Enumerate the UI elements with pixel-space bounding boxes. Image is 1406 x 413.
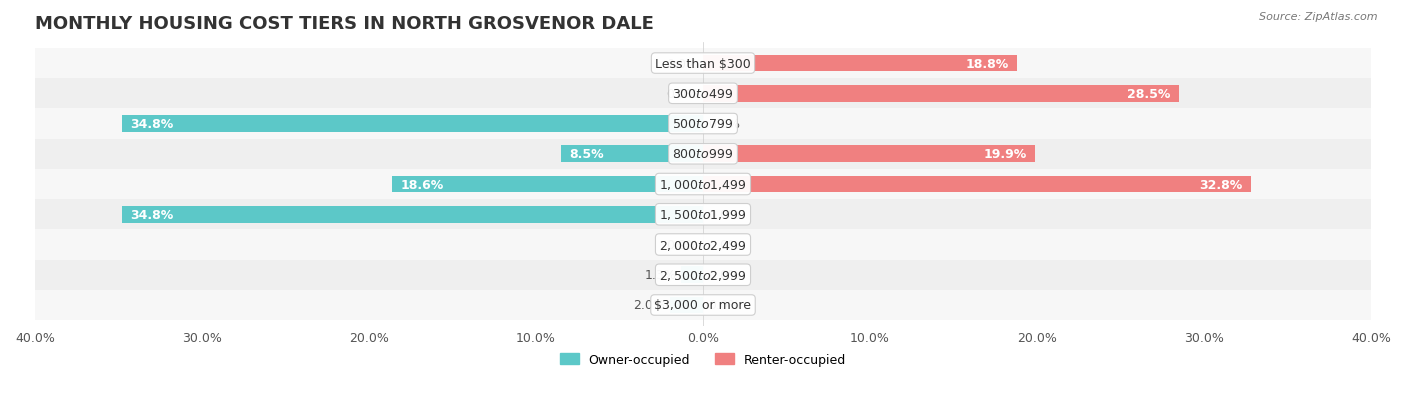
Bar — [561, 146, 703, 163]
Text: $3,000 or more: $3,000 or more — [655, 299, 751, 312]
Bar — [703, 56, 1017, 72]
Bar — [35, 49, 1371, 79]
Text: $1,000 to $1,499: $1,000 to $1,499 — [659, 178, 747, 192]
Text: 0.0%: 0.0% — [709, 208, 740, 221]
Text: 34.8%: 34.8% — [131, 208, 173, 221]
Text: 0.0%: 0.0% — [709, 299, 740, 312]
Bar — [122, 116, 703, 133]
Bar — [35, 290, 1371, 320]
Bar — [35, 169, 1371, 199]
Text: 0.0%: 0.0% — [709, 118, 740, 131]
Bar — [35, 260, 1371, 290]
Bar — [35, 79, 1371, 109]
Bar — [35, 109, 1371, 139]
Bar — [35, 139, 1371, 169]
Bar — [35, 199, 1371, 230]
Text: 32.8%: 32.8% — [1199, 178, 1243, 191]
Bar — [703, 86, 1180, 102]
Text: $300 to $499: $300 to $499 — [672, 88, 734, 100]
Text: 0.0%: 0.0% — [666, 238, 697, 252]
Text: $2,000 to $2,499: $2,000 to $2,499 — [659, 238, 747, 252]
Bar — [35, 230, 1371, 260]
Text: $1,500 to $1,999: $1,500 to $1,999 — [659, 208, 747, 222]
Text: 28.5%: 28.5% — [1128, 88, 1171, 100]
Bar — [669, 297, 703, 313]
Text: 0.0%: 0.0% — [666, 88, 697, 100]
Bar — [392, 176, 703, 193]
Bar — [122, 206, 703, 223]
Text: $2,500 to $2,999: $2,500 to $2,999 — [659, 268, 747, 282]
Text: $800 to $999: $800 to $999 — [672, 148, 734, 161]
Text: $500 to $799: $500 to $799 — [672, 118, 734, 131]
Text: 19.9%: 19.9% — [984, 148, 1026, 161]
Text: 2.0%: 2.0% — [633, 299, 665, 312]
Text: 34.8%: 34.8% — [131, 118, 173, 131]
Bar — [703, 146, 1035, 163]
Text: MONTHLY HOUSING COST TIERS IN NORTH GROSVENOR DALE: MONTHLY HOUSING COST TIERS IN NORTH GROS… — [35, 15, 654, 33]
Bar — [682, 267, 703, 283]
Text: 18.6%: 18.6% — [401, 178, 444, 191]
Bar — [703, 176, 1251, 193]
Text: 8.5%: 8.5% — [569, 148, 605, 161]
Text: Source: ZipAtlas.com: Source: ZipAtlas.com — [1260, 12, 1378, 22]
Legend: Owner-occupied, Renter-occupied: Owner-occupied, Renter-occupied — [555, 348, 851, 371]
Text: 0.0%: 0.0% — [709, 268, 740, 282]
Text: 0.0%: 0.0% — [709, 238, 740, 252]
Text: 0.0%: 0.0% — [666, 57, 697, 70]
Text: 18.8%: 18.8% — [966, 57, 1008, 70]
Text: Less than $300: Less than $300 — [655, 57, 751, 70]
Text: 1.3%: 1.3% — [644, 268, 676, 282]
